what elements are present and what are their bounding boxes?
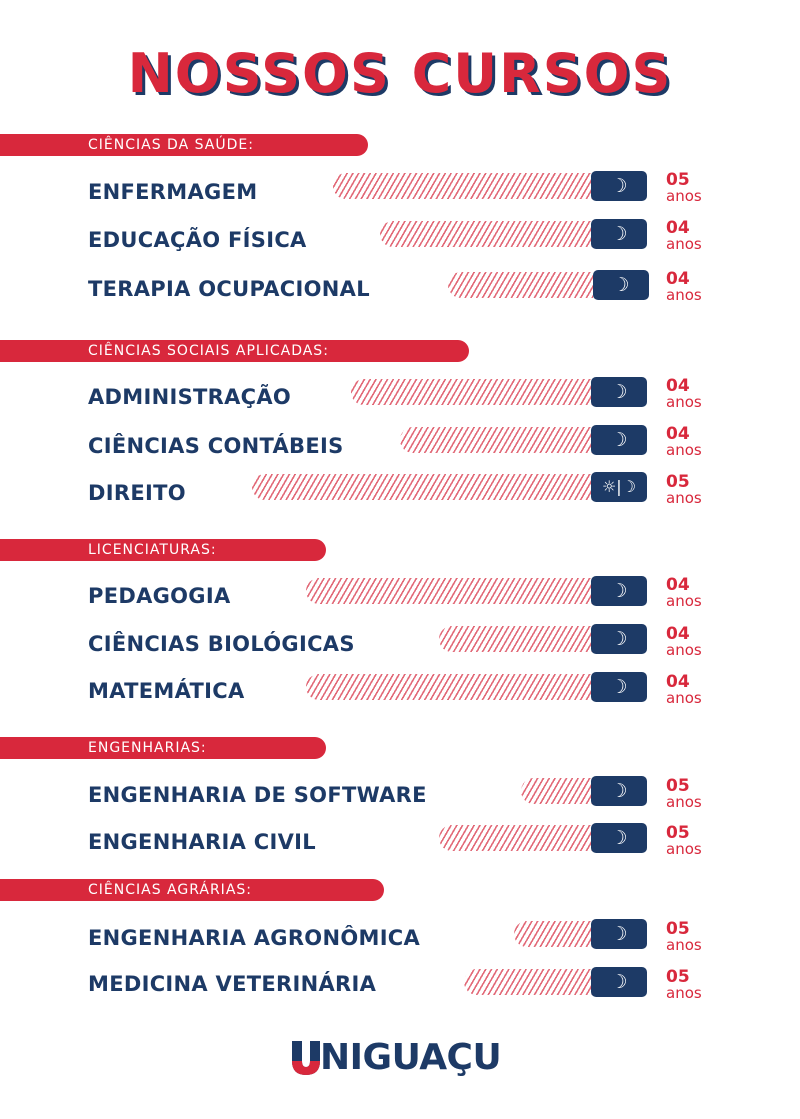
course-duration: 04 anos (666, 269, 702, 304)
page-title: NOSSOS CURSOS (127, 42, 673, 105)
course-name: CIÊNCIAS CONTÁBEIS (88, 434, 344, 458)
course-bar (333, 173, 593, 199)
course-bar (448, 272, 593, 298)
course-duration: 04 anos (666, 376, 702, 411)
course-name: MATEMÁTICA (88, 679, 245, 703)
course-bar (380, 221, 593, 247)
course-name: ENGENHARIA DE SOFTWARE (88, 783, 427, 807)
course-bar (306, 578, 593, 604)
course-duration: 05 anos (666, 823, 702, 858)
night-shift-icon: ☽ (591, 776, 647, 806)
night-shift-icon: ☽ (591, 219, 647, 249)
night-shift-icon: ☽ (591, 425, 647, 455)
category-header-engenharias: ENGENHARIAS: (0, 737, 326, 759)
course-bar (464, 969, 593, 995)
course-name: ADMINISTRAÇÃO (88, 385, 292, 409)
category-header-licenciaturas: LICENCIATURAS: (0, 539, 326, 561)
night-shift-icon: ☽ (593, 270, 649, 300)
course-name: ENGENHARIA CIVIL (88, 830, 316, 854)
category-header-saude: CIÊNCIAS DA SAÚDE: (0, 134, 368, 156)
course-duration: 05 anos (666, 776, 702, 811)
course-bar (439, 626, 593, 652)
course-duration: 05 anos (666, 170, 702, 205)
night-shift-icon: ☽ (591, 377, 647, 407)
course-name: ENFERMAGEM (88, 180, 258, 204)
night-shift-icon: ☽ (591, 576, 647, 606)
night-shift-icon: ☽ (591, 624, 647, 654)
course-name: TERAPIA OCUPACIONAL (88, 277, 370, 301)
category-header-sociais-aplicadas: CIÊNCIAS SOCIAIS APLICADAS: (0, 340, 469, 362)
course-duration: 04 anos (666, 672, 702, 707)
course-duration: 04 anos (666, 218, 702, 253)
night-shift-icon: ☽ (591, 672, 647, 702)
logo-wordmark: NIGUAÇU (320, 1037, 502, 1078)
course-name: PEDAGOGIA (88, 584, 231, 608)
logo-u-mark (292, 1041, 320, 1075)
night-shift-icon: ☽ (591, 919, 647, 949)
course-duration: 04 anos (666, 624, 702, 659)
day-night-shift-icon: ☼|☽ (591, 472, 647, 502)
night-shift-icon: ☽ (591, 171, 647, 201)
course-name: CIÊNCIAS BIOLÓGICAS (88, 632, 355, 656)
course-bar (521, 778, 593, 804)
course-name: MEDICINA VETERINÁRIA (88, 972, 377, 996)
course-duration: 04 anos (666, 575, 702, 610)
course-bar (306, 674, 593, 700)
course-duration: 04 anos (666, 424, 702, 459)
night-shift-icon: ☽ (591, 967, 647, 997)
course-bar (252, 474, 593, 500)
course-duration: 05 anos (666, 967, 702, 1002)
category-header-agrarias: CIÊNCIAS AGRÁRIAS: (0, 879, 384, 901)
uniguacu-logo: NIGUAÇU (290, 1036, 530, 1080)
course-name: ENGENHARIA AGRONÔMICA (88, 926, 421, 950)
course-bar (351, 379, 593, 405)
course-duration: 05 anos (666, 472, 702, 507)
course-name: EDUCAÇÃO FÍSICA (88, 228, 307, 252)
course-name: DIREITO (88, 481, 186, 505)
course-bar (400, 427, 593, 453)
course-duration: 05 anos (666, 919, 702, 954)
night-shift-icon: ☽ (591, 823, 647, 853)
course-bar (439, 825, 593, 851)
course-bar (514, 921, 593, 947)
